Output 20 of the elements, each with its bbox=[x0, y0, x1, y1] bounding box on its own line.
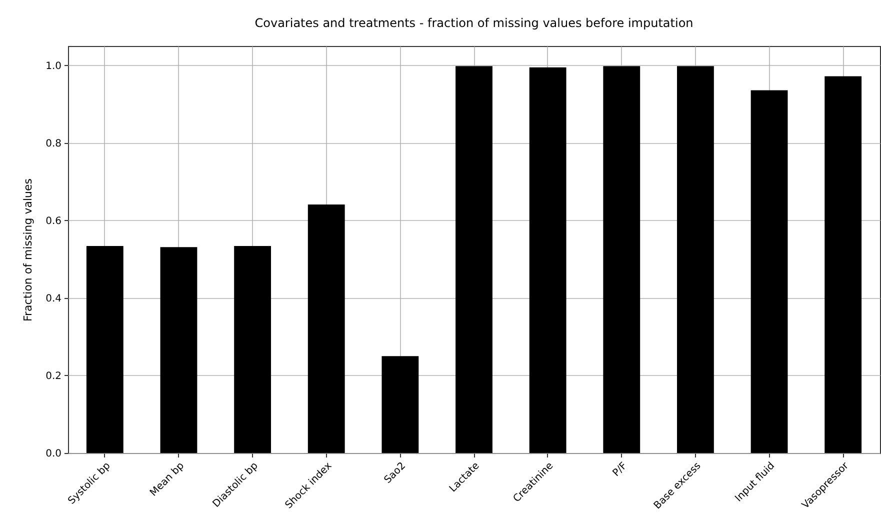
chart-title: Covariates and treatments - fraction of missing values before imputation bbox=[254, 16, 694, 30]
bar bbox=[529, 67, 566, 453]
y-tick-label: 1.0 bbox=[46, 60, 62, 72]
y-tick-label: 0.6 bbox=[46, 216, 62, 227]
bar bbox=[86, 246, 124, 453]
y-tick-label: 0.0 bbox=[46, 448, 62, 460]
y-tick-label: 0.8 bbox=[46, 138, 62, 150]
bar bbox=[160, 247, 198, 453]
y-tick-label: 0.2 bbox=[46, 370, 62, 382]
y-axis-title: Fraction of missing values bbox=[22, 178, 35, 322]
bar bbox=[603, 66, 640, 453]
bar bbox=[750, 90, 788, 453]
bar bbox=[234, 246, 271, 453]
x-tick-label: P/F bbox=[610, 460, 630, 479]
bar bbox=[456, 66, 492, 453]
bar bbox=[382, 356, 419, 453]
bar bbox=[677, 66, 714, 453]
bar bbox=[824, 76, 862, 453]
bar bbox=[308, 204, 345, 453]
y-tick-label: 0.4 bbox=[46, 293, 62, 304]
